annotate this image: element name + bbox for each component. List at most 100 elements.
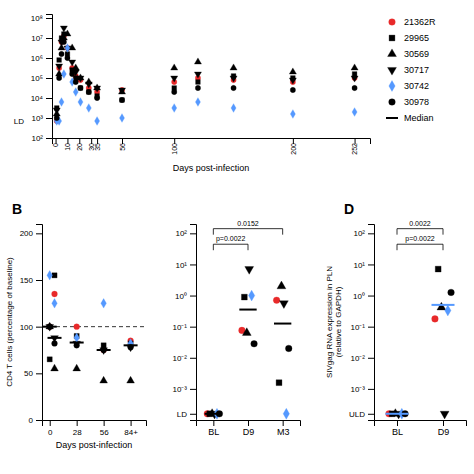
tick-label: 35 bbox=[94, 143, 101, 151]
point bbox=[70, 71, 75, 76]
median-bar bbox=[432, 304, 455, 306]
stat-bracket bbox=[213, 244, 248, 250]
tick: 35 bbox=[94, 138, 101, 151]
panel: 10²10³10⁴10⁵10⁶10⁷10⁸0102030355610020025… bbox=[14, 14, 371, 173]
point bbox=[56, 64, 63, 70]
point bbox=[54, 115, 59, 120]
tick: 10⁷ bbox=[31, 34, 52, 43]
tick-label: 10² bbox=[353, 229, 365, 238]
point bbox=[64, 30, 71, 36]
point bbox=[445, 305, 451, 316]
tick-mark bbox=[368, 358, 374, 359]
tick: 10⁶ bbox=[31, 54, 52, 63]
tick-mark bbox=[190, 358, 196, 359]
axis: 0285684+ bbox=[43, 420, 147, 437]
tick: 200 bbox=[290, 138, 297, 155]
tick: 20 bbox=[76, 138, 83, 151]
point bbox=[195, 85, 200, 90]
point bbox=[448, 289, 455, 296]
tick-mark bbox=[46, 78, 52, 79]
tick: 10² bbox=[31, 134, 52, 143]
point bbox=[47, 357, 52, 362]
tick-mark bbox=[443, 420, 444, 426]
legend-marker bbox=[389, 81, 395, 92]
tick-mark bbox=[50, 420, 51, 426]
y-axis-title-line: SIVgag RNA expression in PLN bbox=[325, 266, 334, 378]
tick-label: 100 bbox=[20, 323, 34, 332]
tick: 10⁰ bbox=[175, 292, 196, 301]
tick-label: 10⁻³ bbox=[350, 385, 365, 394]
point bbox=[230, 76, 237, 82]
point bbox=[194, 58, 201, 64]
median-bar bbox=[239, 309, 256, 311]
tick-mark bbox=[368, 264, 374, 265]
point bbox=[94, 95, 99, 100]
point bbox=[73, 364, 81, 371]
point bbox=[249, 290, 255, 301]
panel-title: D bbox=[344, 201, 354, 217]
point bbox=[56, 70, 63, 76]
tick: ULD bbox=[349, 410, 374, 419]
point bbox=[46, 322, 54, 329]
point bbox=[52, 291, 58, 297]
tick-mark bbox=[368, 233, 374, 234]
axis: 01020303556100200252 bbox=[52, 138, 370, 155]
point bbox=[352, 85, 357, 90]
tick-label: 252 bbox=[351, 143, 358, 155]
point bbox=[86, 104, 91, 113]
tick: 56 bbox=[100, 420, 109, 437]
tick-mark bbox=[283, 420, 284, 426]
tick: 10⁻² bbox=[172, 354, 196, 363]
point bbox=[57, 58, 62, 63]
point bbox=[172, 89, 177, 94]
point bbox=[435, 266, 441, 272]
stat-bracket bbox=[397, 229, 443, 235]
tick: 10⁻¹ bbox=[350, 323, 374, 332]
axis-line bbox=[375, 421, 467, 427]
tick-label: 10⁻³ bbox=[172, 385, 187, 394]
legend-label: 29965 bbox=[404, 33, 429, 43]
tick-label: 56 bbox=[100, 428, 109, 437]
tick-label: BL bbox=[392, 427, 403, 437]
tick-label: 0 bbox=[48, 428, 53, 437]
tick-mark bbox=[36, 327, 42, 328]
tick: 0 bbox=[48, 420, 53, 437]
axis: LD10⁻³10⁻²10⁻¹10⁰10¹10² bbox=[172, 225, 196, 421]
point bbox=[59, 98, 64, 107]
point bbox=[46, 324, 54, 331]
tick-mark bbox=[36, 420, 42, 421]
point bbox=[279, 301, 288, 309]
tick: 10¹ bbox=[353, 261, 374, 270]
tick-label: 10 bbox=[64, 143, 71, 151]
y-axis-title: CD4 T cells (percentage of baseline) bbox=[5, 257, 14, 387]
tick-label: BL bbox=[208, 427, 219, 437]
legend-line bbox=[386, 117, 398, 119]
point bbox=[277, 281, 286, 289]
annotation: LD bbox=[14, 117, 24, 126]
plot-area bbox=[386, 266, 455, 419]
tick: 10 bbox=[64, 138, 71, 151]
point bbox=[101, 299, 106, 308]
tick-label: M3 bbox=[277, 427, 290, 437]
tick: M3 bbox=[277, 420, 290, 437]
tick-label: 10⁰ bbox=[175, 292, 187, 301]
tick-mark bbox=[213, 420, 214, 426]
tick-label: D9 bbox=[243, 427, 255, 437]
axis-line bbox=[46, 15, 53, 139]
panel: ULD10⁻³10⁻²10⁻¹10⁰10¹10²BLD90.0022p=0.00… bbox=[325, 201, 467, 437]
tick: 10⁻¹ bbox=[172, 323, 196, 332]
tick-mark bbox=[36, 233, 42, 234]
tick-label: 50 bbox=[24, 369, 33, 378]
point bbox=[283, 408, 289, 419]
tick: BL bbox=[392, 420, 403, 437]
x-axis-title: Days post-infection bbox=[173, 163, 250, 173]
axis: 10²10³10⁴10⁵10⁶10⁷10⁸ bbox=[31, 14, 53, 143]
point bbox=[351, 64, 358, 70]
plot-area bbox=[42, 271, 146, 383]
tick: D9 bbox=[243, 420, 255, 437]
tick-label: 84+ bbox=[124, 428, 138, 437]
tick: 10⁻² bbox=[350, 354, 374, 363]
point bbox=[118, 88, 125, 94]
point bbox=[276, 380, 282, 386]
legend-marker bbox=[388, 67, 397, 75]
